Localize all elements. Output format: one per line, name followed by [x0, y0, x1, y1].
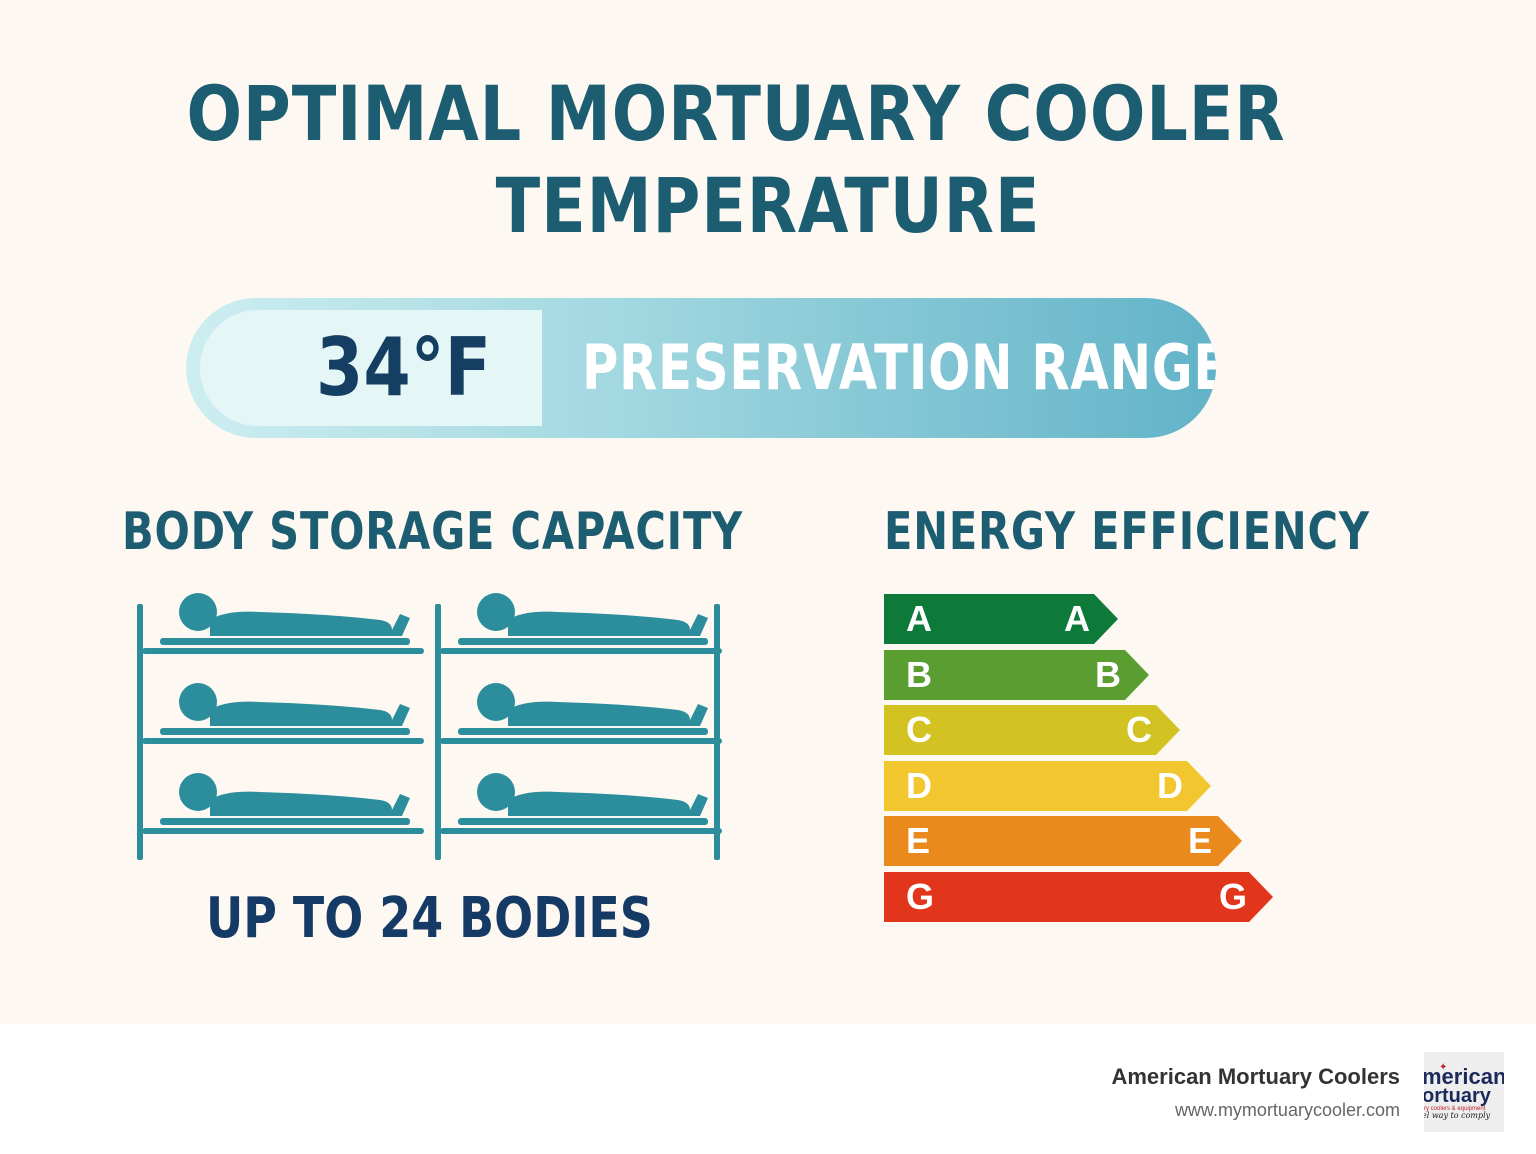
temperature-value-box	[200, 310, 542, 426]
energy-grade-arrow	[884, 594, 1118, 644]
energy-grade-letter-left: E	[906, 820, 931, 862]
energy-grade-arrow	[884, 816, 1242, 867]
body-figure	[210, 791, 410, 816]
temperature-label: PRESERVATION RANGE	[582, 331, 1216, 404]
shelf-bar	[440, 828, 722, 834]
energy-grade-letter-right: G	[1219, 876, 1248, 917]
shelf-tray	[160, 728, 410, 735]
energy-grade-letter-right: E	[1188, 820, 1213, 862]
body-head	[179, 593, 217, 631]
body-head	[179, 683, 217, 721]
shelf-bar	[440, 738, 722, 744]
shelf-bar	[142, 738, 424, 744]
body-figure	[508, 791, 708, 816]
energy-grade-letter-left: B	[906, 653, 932, 695]
body-head	[477, 773, 515, 811]
logo-line-2: ortuary	[1424, 1085, 1492, 1107]
page-title-line-2: TEMPERATURE	[495, 161, 1041, 250]
rack-post	[137, 604, 143, 860]
energy-grade-letter-right: B	[1095, 653, 1121, 695]
shelf-bar	[440, 648, 722, 654]
body-head	[179, 773, 217, 811]
temperature-value: 34°F	[316, 321, 492, 414]
energy-grade-fill	[884, 649, 1149, 700]
shelf-tray	[458, 818, 708, 825]
body-storage-rack-icon	[137, 593, 722, 860]
footer: American Mortuary Coolers www.mymortuary…	[0, 1024, 1536, 1154]
energy-grade-arrow	[884, 760, 1211, 811]
energy-grade-fill	[884, 872, 1273, 922]
body-figure	[210, 701, 410, 726]
temperature-banner: 34°F PRESERVATION RANGE	[186, 298, 1216, 438]
company-logo: merican ortuary ry coolers & equipment e…	[1424, 1052, 1504, 1132]
energy-grade-fill	[884, 705, 1180, 756]
rack-post	[714, 604, 720, 860]
shelf-tray	[458, 728, 708, 735]
energy-grade-letter-left: A	[906, 598, 932, 639]
body-head	[477, 683, 515, 721]
logo-line-4: el way to comply	[1424, 1111, 1491, 1120]
shelf-bar	[142, 648, 424, 654]
energy-grade-arrow	[884, 705, 1180, 756]
body-head	[477, 593, 515, 631]
company-name: American Mortuary Coolers	[1111, 1064, 1400, 1089]
energy-grade-letter-right: C	[1126, 709, 1152, 751]
energy-heading: ENERGY EFFICIENCY	[884, 502, 1370, 562]
energy-grade-letter-left: C	[906, 709, 932, 751]
energy-grade-fill	[884, 816, 1242, 867]
shelf-bar	[142, 828, 424, 834]
body-figure	[210, 611, 410, 636]
shelf-tray	[160, 638, 410, 645]
energy-grade-fill	[884, 594, 1118, 644]
shelf-tray	[160, 818, 410, 825]
energy-grade-letter-right: D	[1157, 764, 1183, 806]
body-figure	[508, 701, 708, 726]
logo-line-1: merican	[1424, 1064, 1504, 1089]
company-website[interactable]: www.mymortuarycooler.com	[1174, 1100, 1400, 1120]
body-figure	[508, 611, 708, 636]
energy-grade-fill	[884, 760, 1211, 811]
energy-grade-arrow	[884, 872, 1273, 922]
logo-line-3: ry coolers & equipment	[1424, 1106, 1486, 1112]
storage-heading: BODY STORAGE CAPACITY	[122, 502, 744, 562]
energy-grade-letter-left: G	[906, 876, 935, 917]
page-title-line-1: OPTIMAL MORTUARY COOLER	[186, 69, 1286, 158]
rack-post	[435, 604, 441, 860]
energy-grade-letter-right: A	[1064, 598, 1090, 639]
storage-capacity-caption: UP TO 24 BODIES	[206, 886, 653, 951]
infographic: OPTIMAL MORTUARY COOLER TEMPERATURE 34°F…	[122, 69, 1370, 951]
energy-grade-letter-left: D	[906, 764, 932, 806]
energy-grade-arrow	[884, 649, 1149, 700]
shelf-tray	[458, 638, 708, 645]
logo-star: ✦	[1439, 1062, 1447, 1073]
